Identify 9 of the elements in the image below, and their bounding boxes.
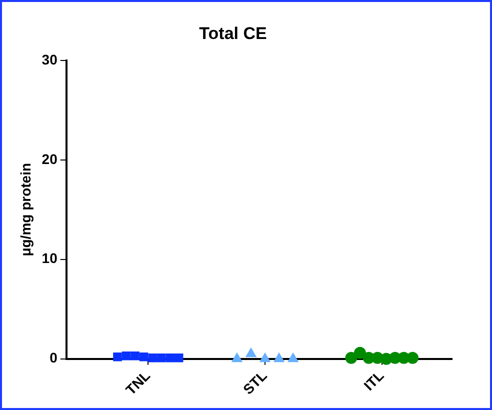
- chart-title: Total CE: [199, 24, 267, 43]
- y-tick-label: 20: [42, 150, 58, 167]
- x-tick-label: STL: [240, 367, 270, 398]
- y-tick-label: 30: [42, 51, 58, 68]
- y-tick-label: 10: [42, 250, 58, 266]
- y-axis-title: μg/mg protein: [17, 162, 34, 256]
- x-tick-label: TNL: [122, 367, 154, 398]
- x-tick-label: ITL: [360, 367, 388, 394]
- y-tick-label: 0: [50, 350, 58, 366]
